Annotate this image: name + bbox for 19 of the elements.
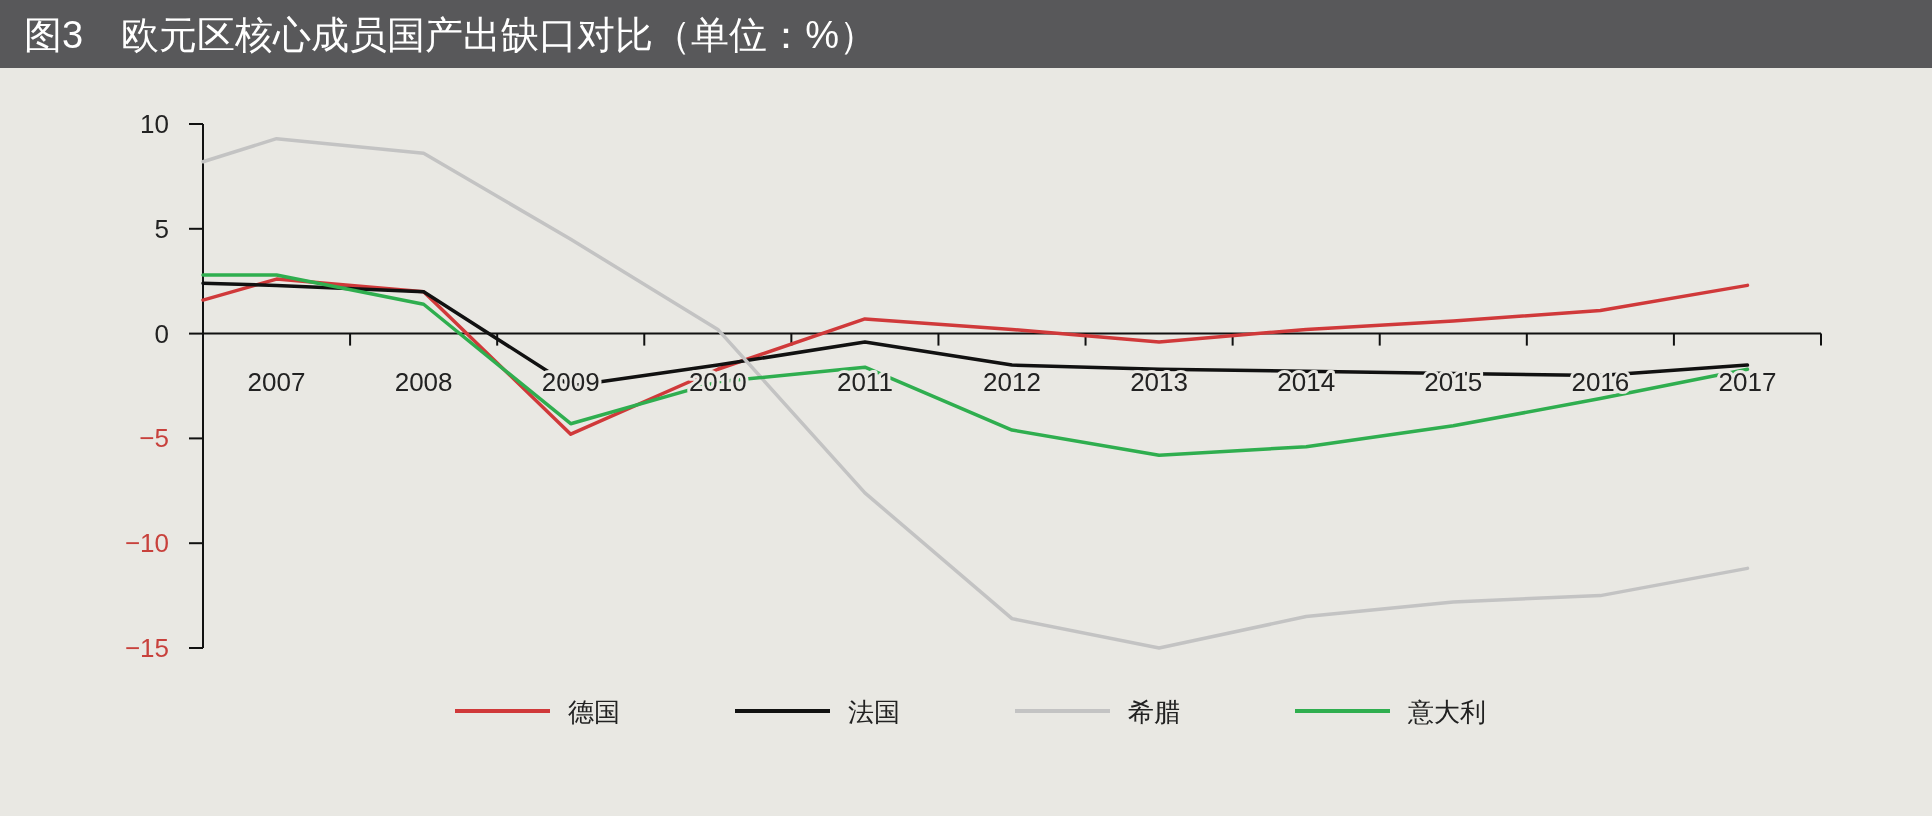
x-tick-label: 2015 (1424, 366, 1483, 397)
y-tick-label: −10 (124, 528, 169, 559)
y-tick-label: −15 (124, 633, 169, 663)
y-tick-label: 10 (140, 109, 169, 139)
x-tick-label: 2017 (1718, 366, 1777, 397)
x-tick-label: 2012 (983, 366, 1041, 397)
legend-label: 希腊 (1128, 697, 1180, 727)
x-tick-label: 2014 (1277, 366, 1336, 397)
legend-label: 德国 (568, 697, 620, 727)
x-tick-label: 2013 (1130, 366, 1189, 397)
legend-label: 法国 (848, 697, 900, 727)
x-tick-label: 2011 (836, 366, 893, 397)
x-tick-label: 2007 (247, 366, 306, 397)
legend-label: 意大利 (1407, 697, 1486, 727)
y-tick-label: −5 (139, 423, 169, 454)
x-tick-label: 2008 (394, 366, 453, 397)
chart-title: 图3 欧元区核心成员国产出缺口对比（单位：%） (24, 14, 877, 56)
y-tick-label: 5 (154, 213, 169, 244)
y-tick-label: 0 (154, 318, 169, 349)
